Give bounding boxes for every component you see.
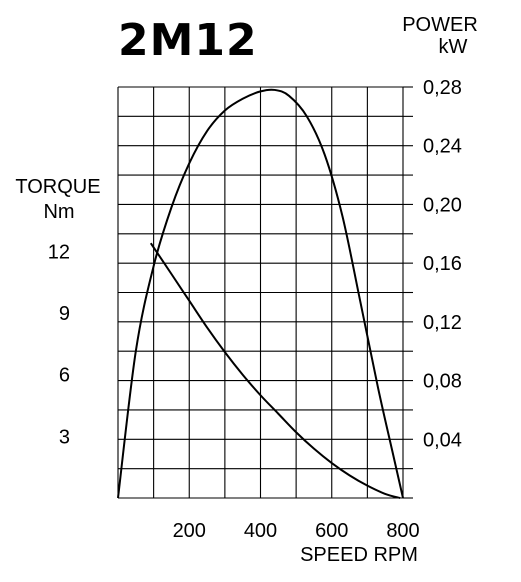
right-tick-label: 0,28 [423, 77, 462, 99]
x-axis-label: SPEED RPM [300, 544, 418, 566]
right-tick-label: 0,08 [423, 371, 462, 393]
chart-title: 2M12 [118, 15, 258, 66]
right-tick-label: 0,12 [423, 312, 462, 334]
curves [117, 88, 404, 499]
x-tick-label: 600 [315, 520, 348, 542]
tick-labels: 200 400 600 800 3 6 9 12 0,04 0,08 0,12 0,16 0,20 0,2… [48, 77, 462, 542]
right-tick-label: 0,16 [423, 253, 462, 275]
left-tick-label: 3 [59, 426, 70, 448]
x-tick-label: 800 [386, 520, 419, 542]
x-tick-label: 400 [244, 520, 277, 542]
right-axis-label-line2: kW [439, 36, 468, 58]
x-tick-label: 200 [173, 520, 206, 542]
left-tick-label: 12 [48, 241, 70, 263]
right-tick-label: 0,24 [423, 136, 462, 158]
left-axis-label-line2: Nm [43, 201, 74, 223]
left-tick-label: 9 [59, 303, 70, 325]
left-axis-label-line1: TORQUE [15, 176, 100, 198]
grid-lines [117, 86, 413, 499]
right-tick-label: 0,04 [423, 429, 462, 451]
right-tick-label: 0,20 [423, 194, 462, 216]
power-curve [117, 88, 404, 499]
right-axis-label-line1: POWER [402, 14, 478, 36]
torque-curve [149, 242, 401, 499]
left-tick-label: 6 [59, 365, 70, 387]
